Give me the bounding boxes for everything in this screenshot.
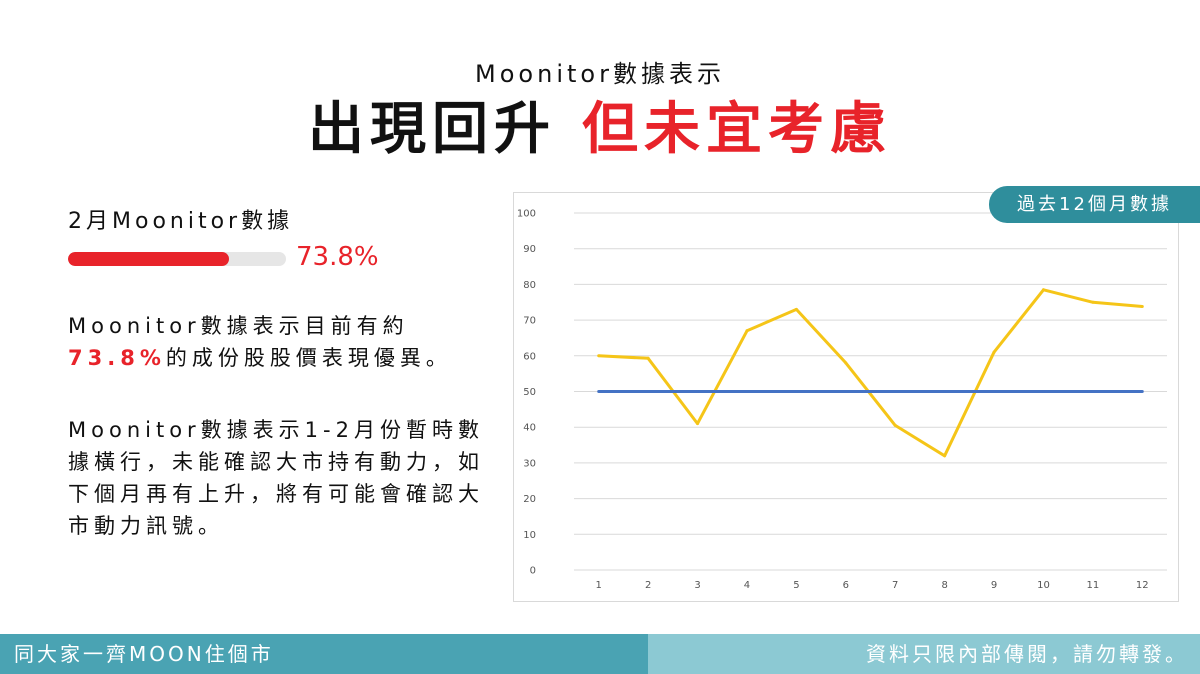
footer-slogan: 同大家一齊MOON住個市 bbox=[0, 634, 648, 674]
x-tick-label-1: 1 bbox=[596, 580, 602, 591]
y-tick-label-0: 0 bbox=[530, 566, 536, 577]
y-tick-label-40: 40 bbox=[523, 423, 536, 434]
series-1-point-7 bbox=[893, 423, 897, 427]
paragraph-1-rest: 的成份股股價表現優異。 bbox=[165, 346, 452, 370]
x-tick-label-6: 6 bbox=[843, 580, 849, 591]
paragraph-current-status: Moonitor數據表示目前有約 73.8%的成份股股價表現優異。 bbox=[68, 310, 508, 374]
series-2-point-2 bbox=[646, 390, 650, 393]
series-1-point-3 bbox=[696, 422, 700, 426]
series-2-point-12 bbox=[1140, 390, 1144, 393]
series-1-point-8 bbox=[943, 454, 947, 458]
series-2-point-8 bbox=[943, 390, 947, 393]
y-tick-label-20: 20 bbox=[523, 494, 536, 505]
page-subtitle: Moonitor數據表示 bbox=[475, 60, 725, 88]
series-2-point-6 bbox=[844, 390, 848, 393]
page-headline: 出現回升 但未宜考慮 bbox=[0, 92, 1200, 168]
x-tick-label-8: 8 bbox=[941, 580, 947, 591]
x-tick-label-5: 5 bbox=[793, 580, 799, 591]
series-1-point-6 bbox=[844, 361, 848, 365]
headline-accent: 但未宜考慮 bbox=[582, 97, 892, 162]
x-tick-label-10: 10 bbox=[1037, 580, 1050, 591]
series-2-point-1 bbox=[597, 390, 601, 393]
x-tick-label-7: 7 bbox=[892, 580, 898, 591]
y-tick-label-50: 50 bbox=[523, 387, 536, 398]
footer-disclaimer: 資料只限內部傳閱，請勿轉發。 bbox=[648, 634, 1200, 674]
series-2-point-4 bbox=[745, 390, 749, 393]
series-1-point-1 bbox=[597, 354, 601, 358]
series-2-point-11 bbox=[1091, 390, 1095, 393]
series-2-point-10 bbox=[1041, 390, 1045, 393]
metric-progress-bar bbox=[68, 252, 286, 266]
x-tick-label-4: 4 bbox=[744, 580, 750, 591]
x-tick-label-11: 11 bbox=[1087, 580, 1100, 591]
series-1-point-2 bbox=[646, 356, 650, 360]
series-1-point-12 bbox=[1140, 305, 1144, 309]
headline-main: 出現回升 bbox=[308, 97, 556, 162]
series-1-point-5 bbox=[794, 307, 798, 311]
y-tick-label-60: 60 bbox=[523, 351, 536, 362]
y-tick-label-80: 80 bbox=[523, 280, 536, 291]
paragraph-outlook: Moonitor數據表示1-2月份暫時數據橫行，未能確認大市持有動力，如下個月再… bbox=[68, 418, 484, 538]
series-1-point-4 bbox=[745, 329, 749, 333]
chart-period-badge: 過去12個月數據 bbox=[989, 186, 1200, 223]
series-2-point-5 bbox=[794, 390, 798, 393]
y-tick-label-70: 70 bbox=[523, 316, 536, 327]
x-tick-label-9: 9 bbox=[991, 580, 997, 591]
y-tick-label-90: 90 bbox=[523, 244, 536, 255]
paragraph-1-line-1: Moonitor數據表示目前有約 bbox=[68, 314, 409, 338]
series-1-point-11 bbox=[1091, 300, 1095, 304]
series-line-1 bbox=[598, 288, 1143, 458]
series-1-point-10 bbox=[1041, 288, 1045, 292]
paragraph-1-highlight: 73.8% bbox=[68, 346, 166, 370]
y-tick-label-30: 30 bbox=[523, 458, 536, 469]
metric-label: 2月Moonitor數據 bbox=[68, 209, 294, 234]
series-1-point-9 bbox=[992, 350, 996, 354]
metric-progress-fill bbox=[68, 252, 229, 266]
series-2-point-9 bbox=[992, 390, 996, 393]
x-tick-label-12: 12 bbox=[1136, 580, 1149, 591]
series-2-point-7 bbox=[893, 390, 897, 393]
y-tick-label-100: 100 bbox=[517, 209, 536, 220]
x-tick-label-2: 2 bbox=[645, 580, 651, 591]
line-chart: 0 10 20 30 40 50 60 70 80 90 100 1 2 3 4 5 6 7 8 9 10 11 12 bbox=[513, 192, 1179, 602]
y-tick-label-10: 10 bbox=[523, 530, 536, 541]
metric-value: 73.8% bbox=[296, 242, 379, 272]
series-2-point-3 bbox=[696, 390, 700, 393]
x-tick-label-3: 3 bbox=[694, 580, 700, 591]
